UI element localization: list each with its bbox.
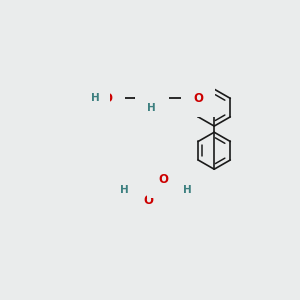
Text: H: H xyxy=(91,93,100,103)
Text: O: O xyxy=(171,184,181,196)
Text: O: O xyxy=(103,92,113,105)
Text: N: N xyxy=(147,92,157,105)
Text: H: H xyxy=(183,185,191,195)
Text: H: H xyxy=(120,185,129,195)
Text: O: O xyxy=(143,194,153,207)
Text: O: O xyxy=(193,92,203,105)
Text: O: O xyxy=(159,173,169,186)
Text: H: H xyxy=(147,103,156,112)
Text: O: O xyxy=(131,184,141,196)
